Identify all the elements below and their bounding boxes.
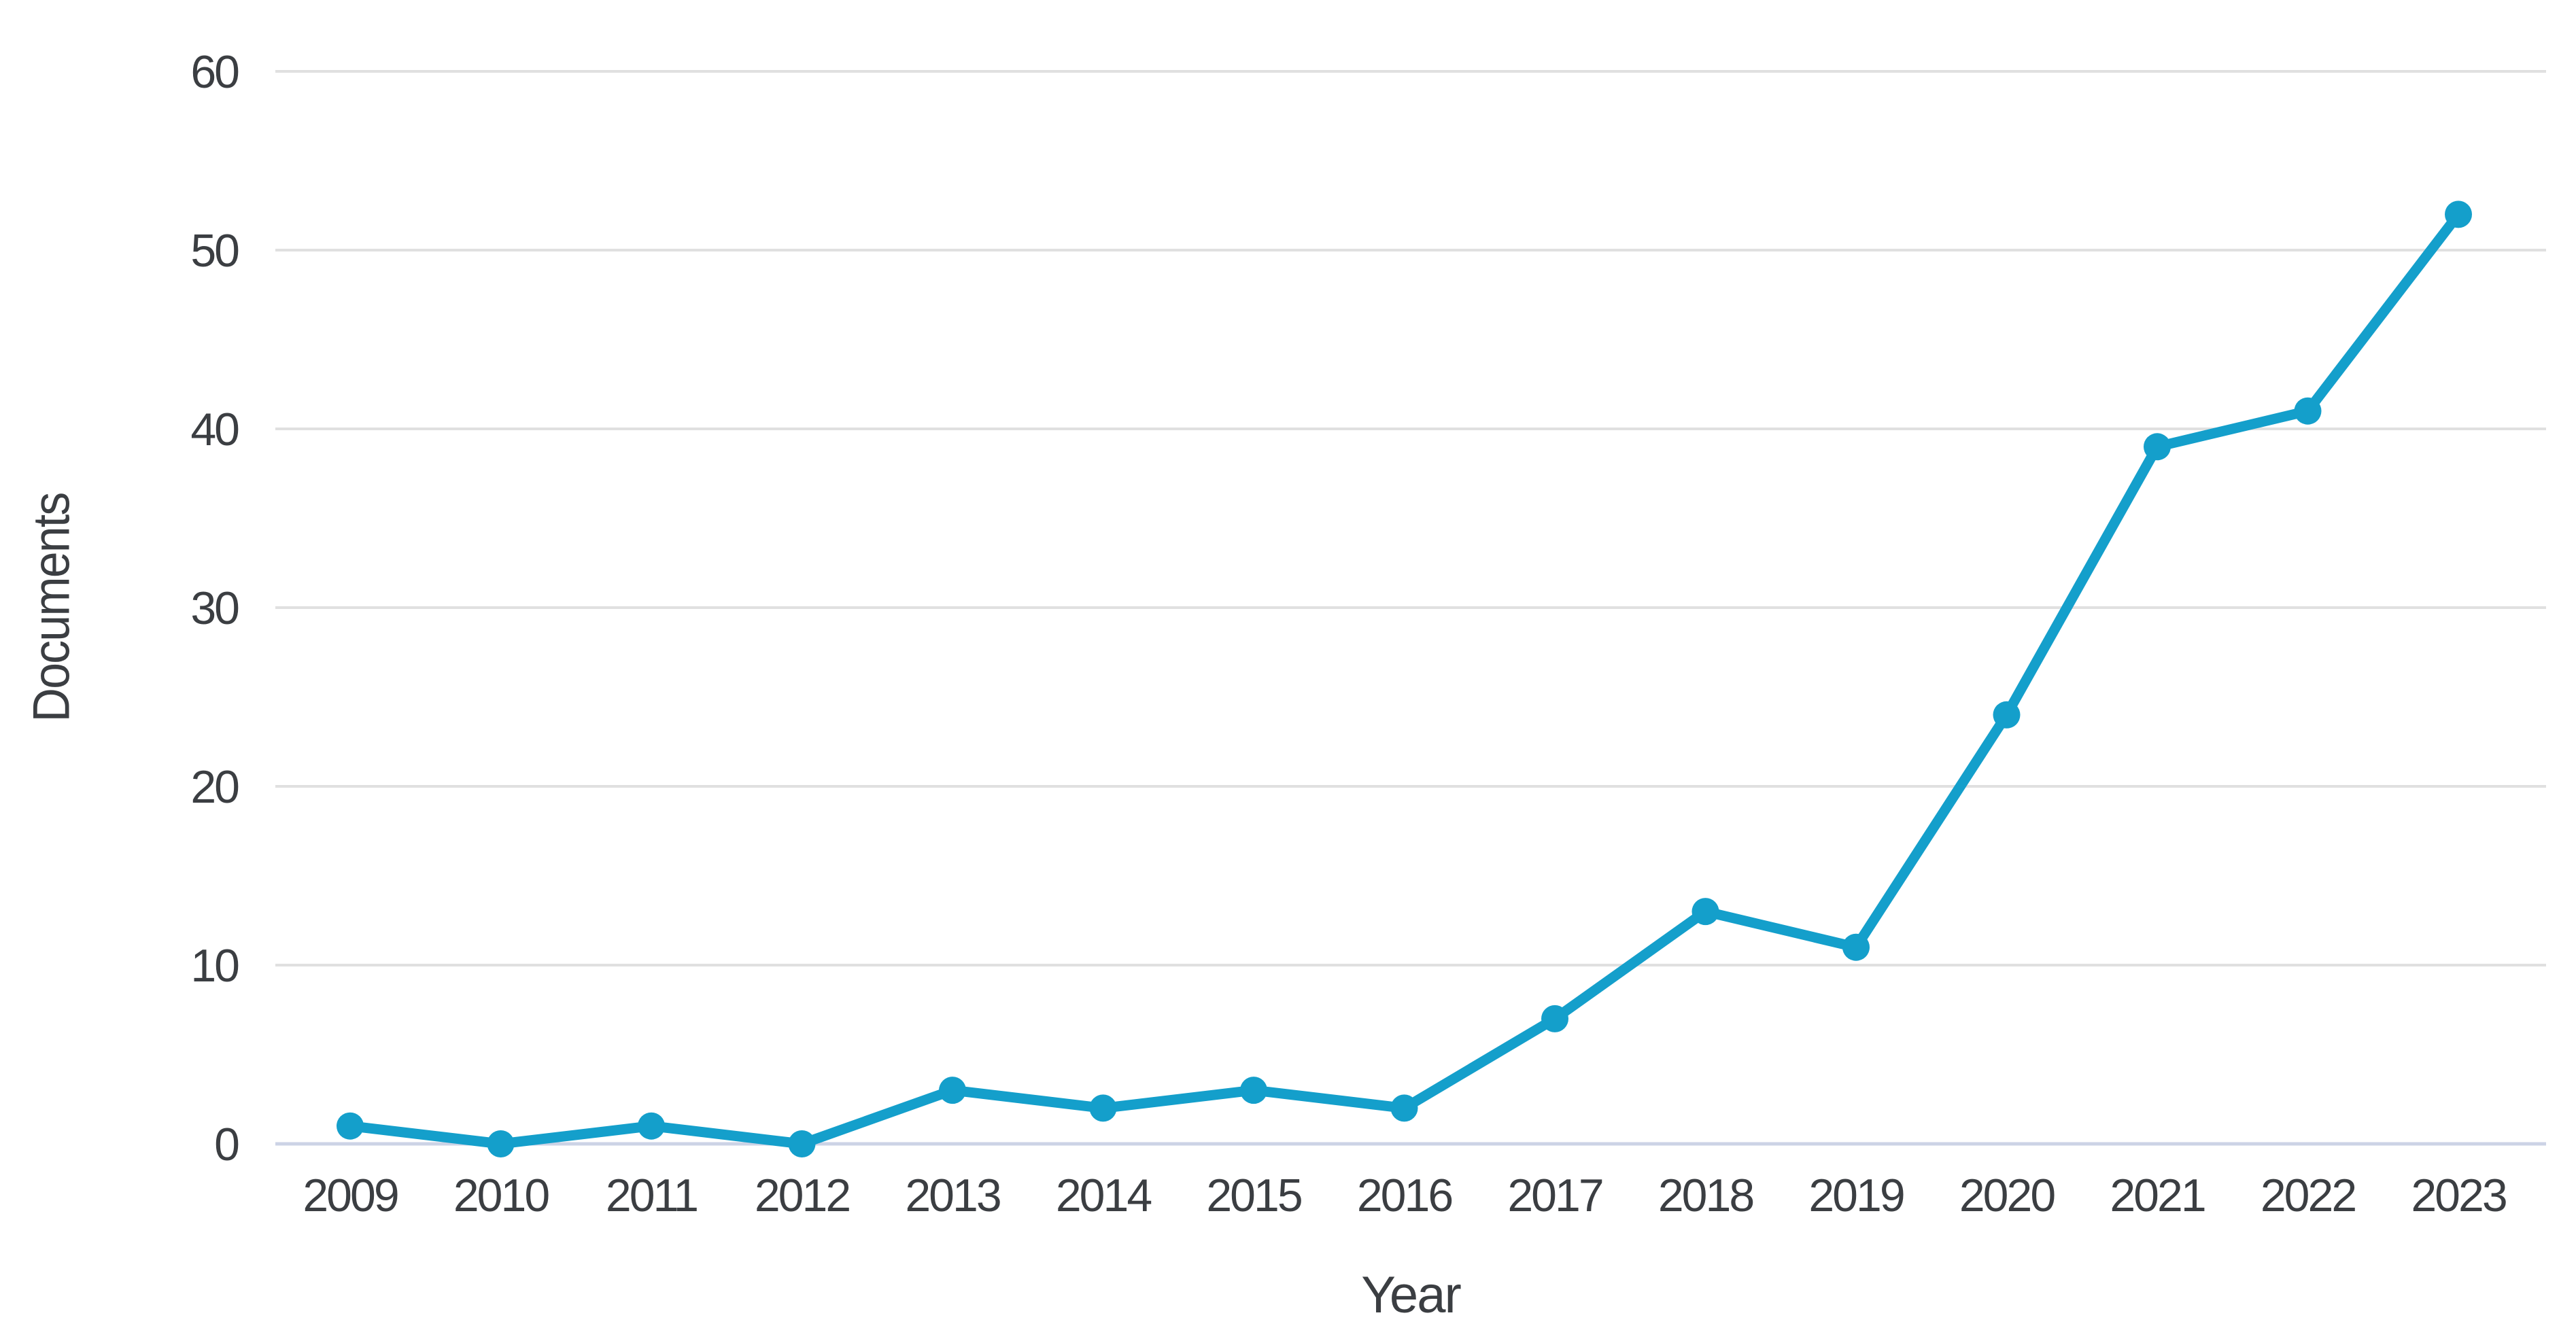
x-tick-label: 2012 — [755, 1170, 849, 1221]
data-point-2020 — [1993, 701, 2021, 729]
y-tick-label: 40 — [190, 404, 239, 455]
x-tick-label: 2019 — [1808, 1170, 1903, 1221]
x-tick-label: 2021 — [2110, 1170, 2204, 1221]
data-point-2011 — [638, 1112, 665, 1140]
data-point-2017 — [1541, 1005, 1568, 1032]
data-point-2023 — [2445, 200, 2472, 228]
data-point-2014 — [1089, 1094, 1117, 1122]
x-axis-title: Year — [1361, 1266, 1462, 1324]
data-point-2018 — [1691, 898, 1719, 926]
x-tick-label: 2015 — [1206, 1170, 1301, 1221]
trend-line — [345, 209, 2464, 1149]
data-point-2015 — [1240, 1077, 1267, 1104]
data-point-2013 — [939, 1077, 966, 1104]
data-point-2016 — [1390, 1094, 1418, 1122]
x-tick-label: 2013 — [905, 1170, 999, 1221]
x-tick-label: 2017 — [1507, 1170, 1602, 1221]
x-tick-label: 2014 — [1056, 1170, 1151, 1221]
data-point-2012 — [788, 1130, 816, 1157]
y-axis-title: Documents — [22, 493, 81, 722]
x-tick-label: 2020 — [1959, 1170, 2055, 1221]
data-point-2009 — [337, 1112, 364, 1140]
data-point-2010 — [487, 1130, 515, 1157]
y-tick-label: 30 — [190, 582, 239, 634]
x-tick-label: 2023 — [2411, 1170, 2505, 1221]
y-tick-label: 10 — [190, 940, 239, 992]
x-tick-label: 2018 — [1658, 1170, 1753, 1221]
y-tick-label: 50 — [190, 225, 239, 277]
x-tick-label: 2009 — [303, 1170, 397, 1221]
x-tick-label: 2016 — [1357, 1170, 1452, 1221]
data-point-2022 — [2294, 397, 2322, 425]
y-tick-label: 0 — [214, 1119, 239, 1170]
data-point-2019 — [1842, 933, 1870, 961]
x-tick-label: 2011 — [606, 1170, 697, 1221]
y-tick-label: 60 — [190, 46, 239, 98]
x-tick-label: 2010 — [453, 1170, 549, 1221]
x-tick-label: 2022 — [2261, 1170, 2355, 1221]
y-tick-label: 20 — [190, 761, 239, 813]
data-point-2021 — [2144, 433, 2171, 461]
